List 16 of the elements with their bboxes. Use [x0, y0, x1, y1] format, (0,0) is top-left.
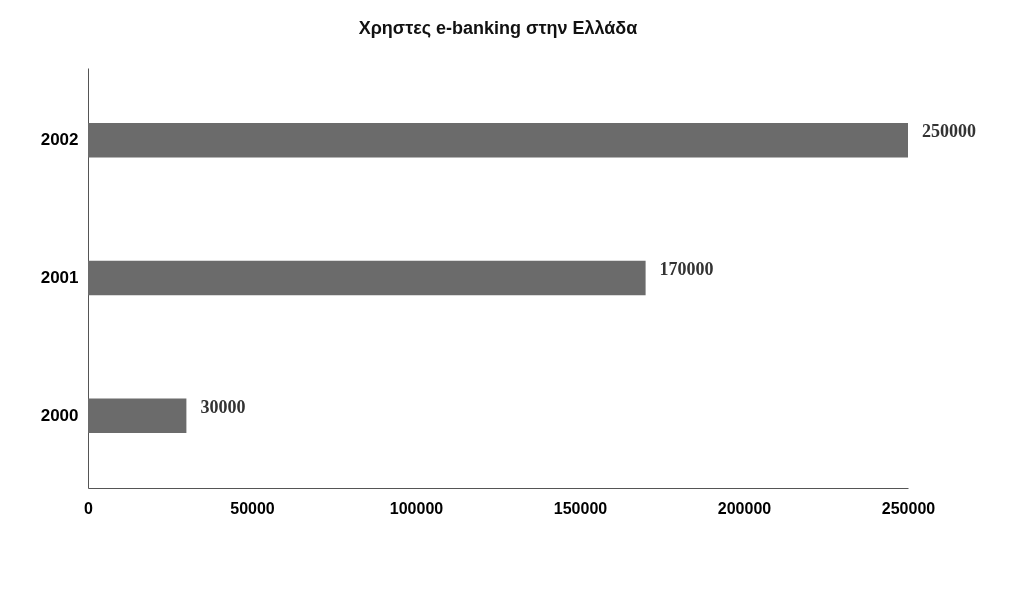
data-label: 250000: [922, 121, 976, 142]
x-tick-label: 200000: [717, 499, 772, 517]
bar: [88, 123, 908, 158]
x-tick-label: 0: [84, 499, 94, 517]
chart-title: Χρηστες e-banking στην Ελλάδα: [358, 18, 638, 38]
data-label: 30000: [200, 396, 246, 417]
x-tick-label: 150000: [553, 499, 608, 517]
bar: [88, 398, 187, 433]
y-tick-label: 2000: [40, 405, 79, 425]
bar: [88, 260, 646, 296]
data-label: 170000: [659, 259, 714, 279]
x-tick-label: 100000: [389, 499, 444, 517]
y-tick-label: 2001: [40, 268, 79, 287]
x-tick-label: 250000: [881, 499, 936, 517]
y-tick-label: 2002: [40, 130, 79, 150]
x-tick-label: 50000: [230, 499, 275, 517]
